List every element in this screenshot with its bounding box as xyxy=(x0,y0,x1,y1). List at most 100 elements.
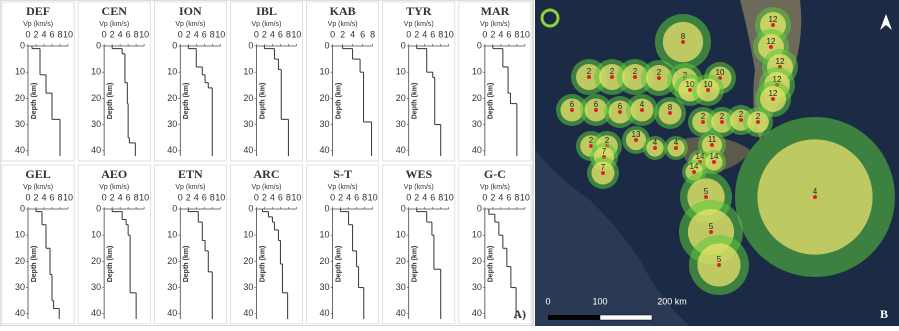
y-tick-label: 20 xyxy=(396,256,406,266)
y-tick-label: 20 xyxy=(91,93,101,103)
y-tick-label: 40 xyxy=(472,308,482,318)
site-label: 5 xyxy=(709,222,714,231)
chart-title: TYR xyxy=(406,4,432,18)
y-tick-label: 10 xyxy=(320,67,330,77)
site-label: 10 xyxy=(704,80,713,89)
x-tick-label: 4 xyxy=(118,29,123,39)
x-tick-label: 0 xyxy=(482,192,487,202)
chart-title: ARC xyxy=(254,167,280,181)
x-axis-label: Vp (km/s) xyxy=(480,21,510,28)
chart-title: IBL xyxy=(256,4,277,18)
scale-label: 0 xyxy=(545,296,550,306)
x-tick-label: 2 xyxy=(186,29,191,39)
y-tick-label: 0 xyxy=(96,40,101,50)
x-tick-label: 10 xyxy=(215,192,225,202)
x-tick-label: 6 xyxy=(49,29,54,39)
site-label: 4 xyxy=(674,138,679,147)
y-tick-label: 20 xyxy=(472,256,482,266)
x-tick-label: 2 xyxy=(33,29,38,39)
y-tick-label: 30 xyxy=(91,282,101,292)
y-axis-label: Depth (km) xyxy=(259,246,266,283)
x-tick-label: 6 xyxy=(430,29,435,39)
site-label: 2 xyxy=(720,112,725,121)
x-tick-label: 10 xyxy=(520,192,530,202)
y-axis-label: Depth (km) xyxy=(488,83,495,120)
x-tick-label: 2 xyxy=(262,29,267,39)
y-tick-label: 10 xyxy=(472,67,482,77)
site-label: 2 xyxy=(756,112,761,121)
x-tick-label: 6 xyxy=(126,29,131,39)
y-tick-label: 10 xyxy=(167,230,177,240)
y-tick-label: 30 xyxy=(243,119,253,129)
y-tick-label: 0 xyxy=(20,40,25,50)
y-tick-label: 0 xyxy=(172,40,177,50)
x-tick-label: 0 xyxy=(406,192,411,202)
y-tick-label: 10 xyxy=(472,230,482,240)
site-label: 2 xyxy=(633,67,638,76)
x-tick-label: 2 xyxy=(414,192,419,202)
x-tick-label: 10 xyxy=(291,29,301,39)
y-axis-label: Depth (km) xyxy=(259,83,266,120)
x-tick-label: 8 xyxy=(210,192,215,202)
x-axis-label: Vp (km/s) xyxy=(99,184,129,191)
y-axis-label: Depth (km) xyxy=(488,246,495,283)
y-tick-label: 0 xyxy=(477,203,482,213)
y-tick-label: 10 xyxy=(396,230,406,240)
y-tick-label: 10 xyxy=(396,67,406,77)
y-tick-label: 20 xyxy=(243,93,253,103)
site-label: 14 xyxy=(710,152,719,161)
x-tick-label: 2 xyxy=(490,192,495,202)
y-tick-label: 20 xyxy=(320,256,330,266)
y-tick-label: 20 xyxy=(15,93,25,103)
site-label: 6 xyxy=(594,100,599,109)
x-tick-label: 2 xyxy=(262,192,267,202)
site-label: 5 xyxy=(704,187,709,196)
x-axis-label: Vp (km/s) xyxy=(23,184,53,191)
x-axis-label: Vp (km/s) xyxy=(404,21,434,28)
x-tick-label: 8 xyxy=(514,29,519,39)
x-tick-label: 4 xyxy=(194,192,199,202)
site-label: 7 xyxy=(602,147,607,156)
x-tick-label: 10 xyxy=(444,29,454,39)
x-tick-label: 0 xyxy=(178,29,183,39)
y-tick-label: 0 xyxy=(325,40,330,50)
x-tick-label: 10 xyxy=(63,192,73,202)
x-tick-label: 0 xyxy=(25,29,30,39)
y-tick-label: 40 xyxy=(91,308,101,318)
chart-title: DEF xyxy=(26,4,50,18)
x-tick-label: 0 xyxy=(406,29,411,39)
site-label: 12 xyxy=(769,15,778,24)
y-tick-label: 30 xyxy=(396,119,406,129)
chart-title: KAB xyxy=(330,4,356,18)
x-tick-label: 4 xyxy=(41,192,46,202)
panel-label: B xyxy=(880,307,888,321)
x-axis-label: Vp (km/s) xyxy=(252,184,282,191)
x-tick-label: 10 xyxy=(444,192,454,202)
x-tick-label: 4 xyxy=(41,29,46,39)
x-tick-label: 8 xyxy=(438,192,443,202)
x-tick-label: 6 xyxy=(506,192,511,202)
x-tick-label: 8 xyxy=(57,192,62,202)
y-tick-label: 0 xyxy=(325,203,330,213)
x-tick-label: 8 xyxy=(134,29,139,39)
x-tick-label: 2 xyxy=(110,192,115,202)
x-axis-label: Vp (km/s) xyxy=(328,21,358,28)
y-tick-label: 10 xyxy=(243,67,253,77)
y-tick-label: 10 xyxy=(91,230,101,240)
chart-title: CEN xyxy=(102,4,128,18)
y-tick-label: 20 xyxy=(167,256,177,266)
site-label: 8 xyxy=(681,32,686,41)
x-tick-label: 6 xyxy=(354,192,359,202)
site-label: 6 xyxy=(570,100,575,109)
y-axis-label: Depth (km) xyxy=(335,246,342,283)
x-tick-label: 2 xyxy=(33,192,38,202)
y-tick-label: 30 xyxy=(320,282,330,292)
x-tick-label: 4 xyxy=(270,192,275,202)
site-label: 10 xyxy=(716,68,725,77)
x-tick-label: 10 xyxy=(291,192,301,202)
y-tick-label: 40 xyxy=(15,308,25,318)
y-tick-label: 0 xyxy=(248,203,253,213)
site-label: 4 xyxy=(813,187,818,196)
y-tick-label: 20 xyxy=(15,256,25,266)
y-tick-label: 30 xyxy=(15,282,25,292)
